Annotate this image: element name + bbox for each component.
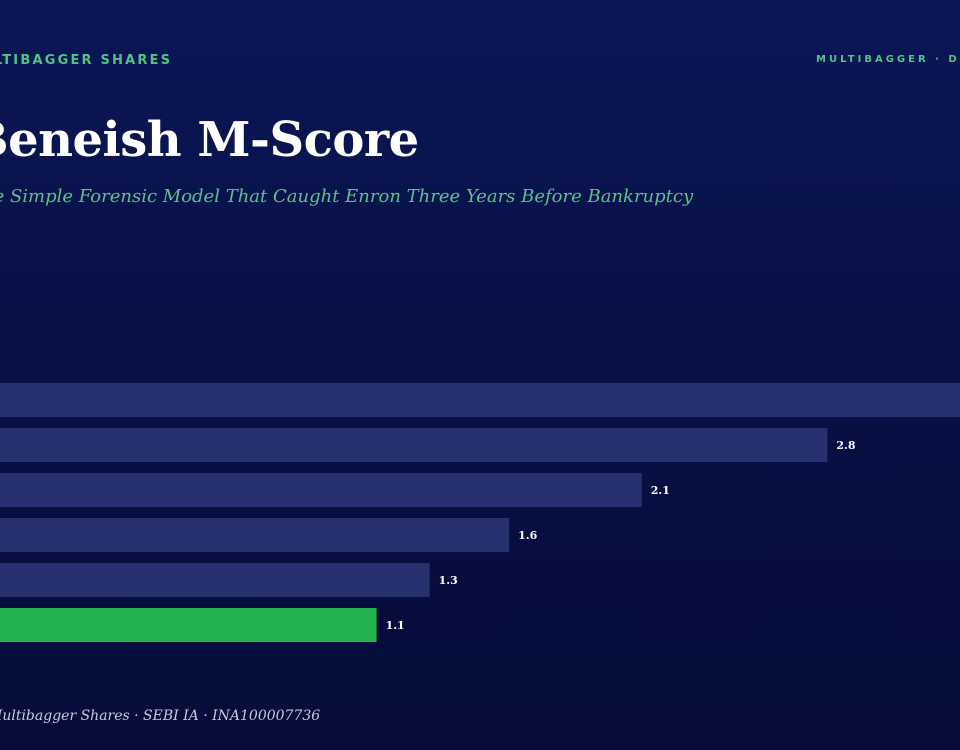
bar-value-label-1: 2.8 (836, 439, 855, 452)
bar-4 (0, 563, 430, 597)
bar-value-label-4: 1.3 (439, 574, 458, 587)
bar-2 (0, 473, 642, 507)
bar-chart: 2.8 2.1 1.6 1.3 1.1 (0, 383, 960, 642)
bar-5 (0, 608, 377, 642)
bar-3 (0, 518, 510, 552)
bars-group: 2.8 2.1 1.6 1.3 1.1 (0, 383, 960, 642)
bar-value-label-5: 1.1 (386, 619, 405, 632)
page-subtitle: The Simple Forensic Model That Caught En… (0, 186, 694, 207)
brand-left: MULTIBAGGER SHARES (0, 53, 173, 68)
bar-0 (0, 383, 960, 417)
brand-right: MULTIBAGGER · D (816, 54, 960, 65)
page-title: Beneish M-Score (0, 112, 419, 168)
bar-value-label-2: 2.1 (651, 484, 670, 497)
bar-value-label-3: 1.6 (518, 529, 537, 542)
footer-credit: Multibagger Shares · SEBI IA · INA100007… (0, 708, 321, 724)
bar-1 (0, 428, 828, 462)
